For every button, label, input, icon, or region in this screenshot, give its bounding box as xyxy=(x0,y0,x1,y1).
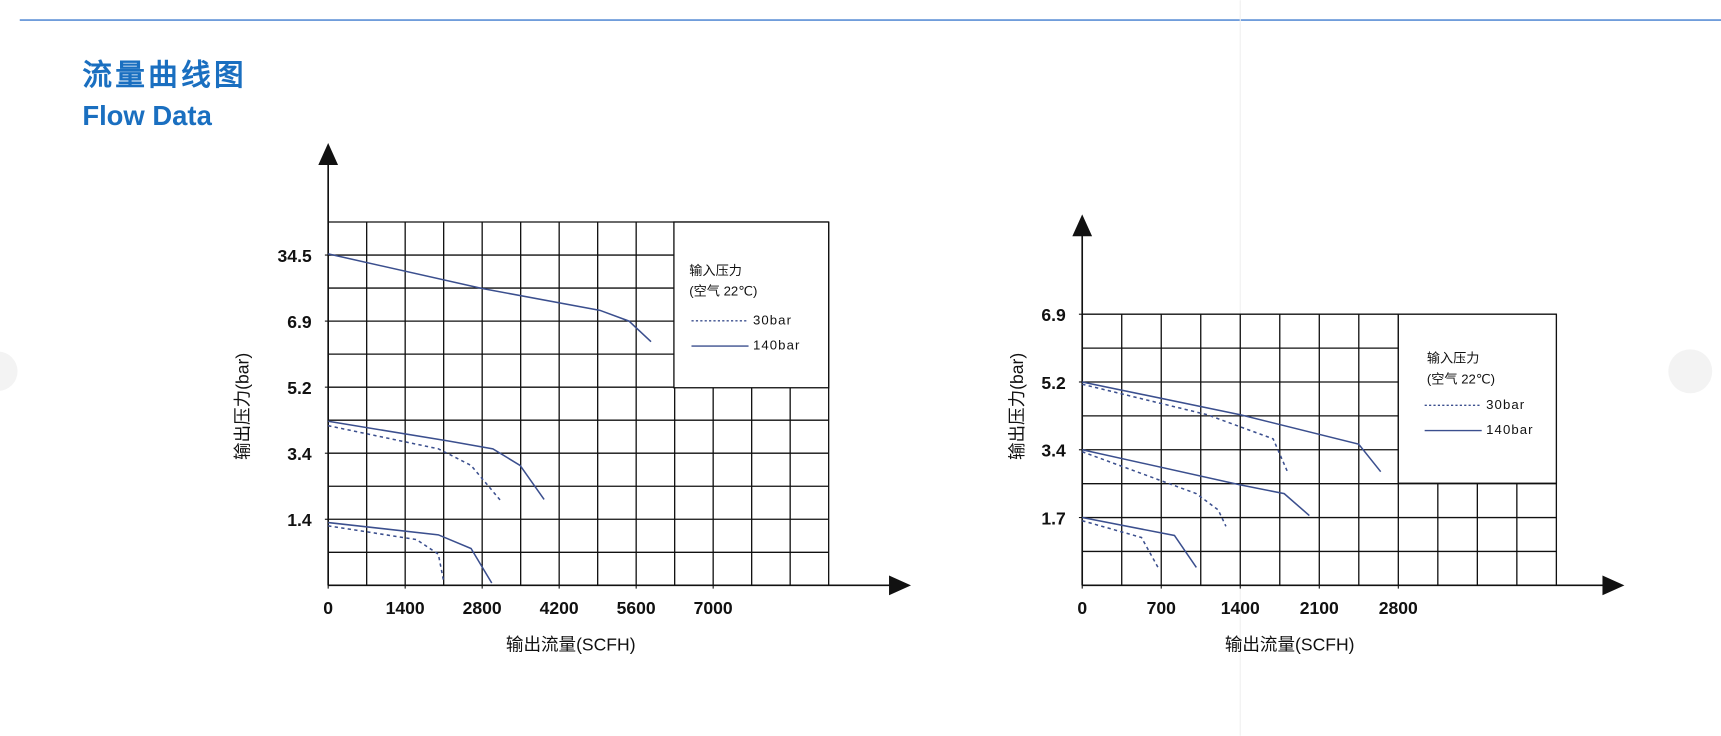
x-tick-label: 2100 xyxy=(1300,598,1339,618)
flow-curve xyxy=(328,253,652,343)
y-tick-label: 5.2 xyxy=(287,378,312,398)
y-tick-label: 1.4 xyxy=(287,510,312,530)
prev-button[interactable] xyxy=(0,351,18,392)
x-tick-label: 700 xyxy=(1147,598,1177,618)
x-axis-title: 输出流量(SCFH) xyxy=(1225,634,1355,654)
x-tick-label: 4200 xyxy=(540,598,579,618)
legend-label: 140bar xyxy=(1486,422,1534,437)
y-axis-title: 输出压力(bar) xyxy=(232,353,252,460)
legend-label: 30bar xyxy=(753,312,792,327)
legend-title: 输入压力 xyxy=(1427,351,1480,366)
x-tick-label: 0 xyxy=(1077,598,1087,618)
legend-title: 输入压力 xyxy=(689,263,742,278)
flow-curve xyxy=(328,420,545,500)
x-tick-label: 0 xyxy=(323,598,333,618)
y-tick-label: 1.7 xyxy=(1041,508,1065,528)
x-tick-label: 2800 xyxy=(463,598,502,618)
y-tick-label: 6.9 xyxy=(1041,305,1066,325)
legend-title: (空气 22℃) xyxy=(1427,372,1495,387)
y-tick-label: 34.5 xyxy=(278,246,312,266)
legend-label: 30bar xyxy=(1486,397,1525,412)
x-tick-label: 7000 xyxy=(694,598,733,618)
next-button[interactable] xyxy=(1668,349,1713,394)
legend-box xyxy=(673,221,830,389)
title: 流量曲线图 xyxy=(82,59,247,92)
legend-box xyxy=(1397,313,1558,484)
flow-curve xyxy=(1082,383,1289,473)
legend-title: (空气 22℃) xyxy=(689,284,757,299)
y-axis-arrow xyxy=(318,142,339,165)
y-tick-label: 3.4 xyxy=(1041,441,1066,461)
x-tick-label: 1400 xyxy=(386,598,425,618)
x-axis-title: 输出流量(SCFH) xyxy=(506,634,636,654)
flow-curve xyxy=(328,424,503,503)
subtitle: Flow Data xyxy=(82,100,212,131)
y-tick-label: 6.9 xyxy=(287,312,312,332)
y-axis-title: 输出压力(bar) xyxy=(1007,353,1027,460)
y-tick-label: 5.2 xyxy=(1041,373,1066,393)
flow-curve xyxy=(1082,449,1310,517)
x-tick-label: 5600 xyxy=(617,598,656,618)
flow-curve xyxy=(328,521,493,584)
flow-curve xyxy=(1082,516,1197,568)
flow-curve xyxy=(328,525,445,583)
x-axis-arrow xyxy=(1602,575,1625,596)
flow-curve xyxy=(1082,519,1159,568)
flow-curve xyxy=(1081,451,1227,527)
flow-curve xyxy=(1082,381,1382,473)
x-axis-arrow xyxy=(889,575,911,596)
y-axis-arrow xyxy=(1072,214,1093,237)
x-tick-label: 1400 xyxy=(1221,598,1260,618)
y-tick-label: 3.4 xyxy=(287,444,312,464)
legend-label: 140bar xyxy=(753,338,801,353)
x-tick-label: 2800 xyxy=(1379,598,1418,618)
